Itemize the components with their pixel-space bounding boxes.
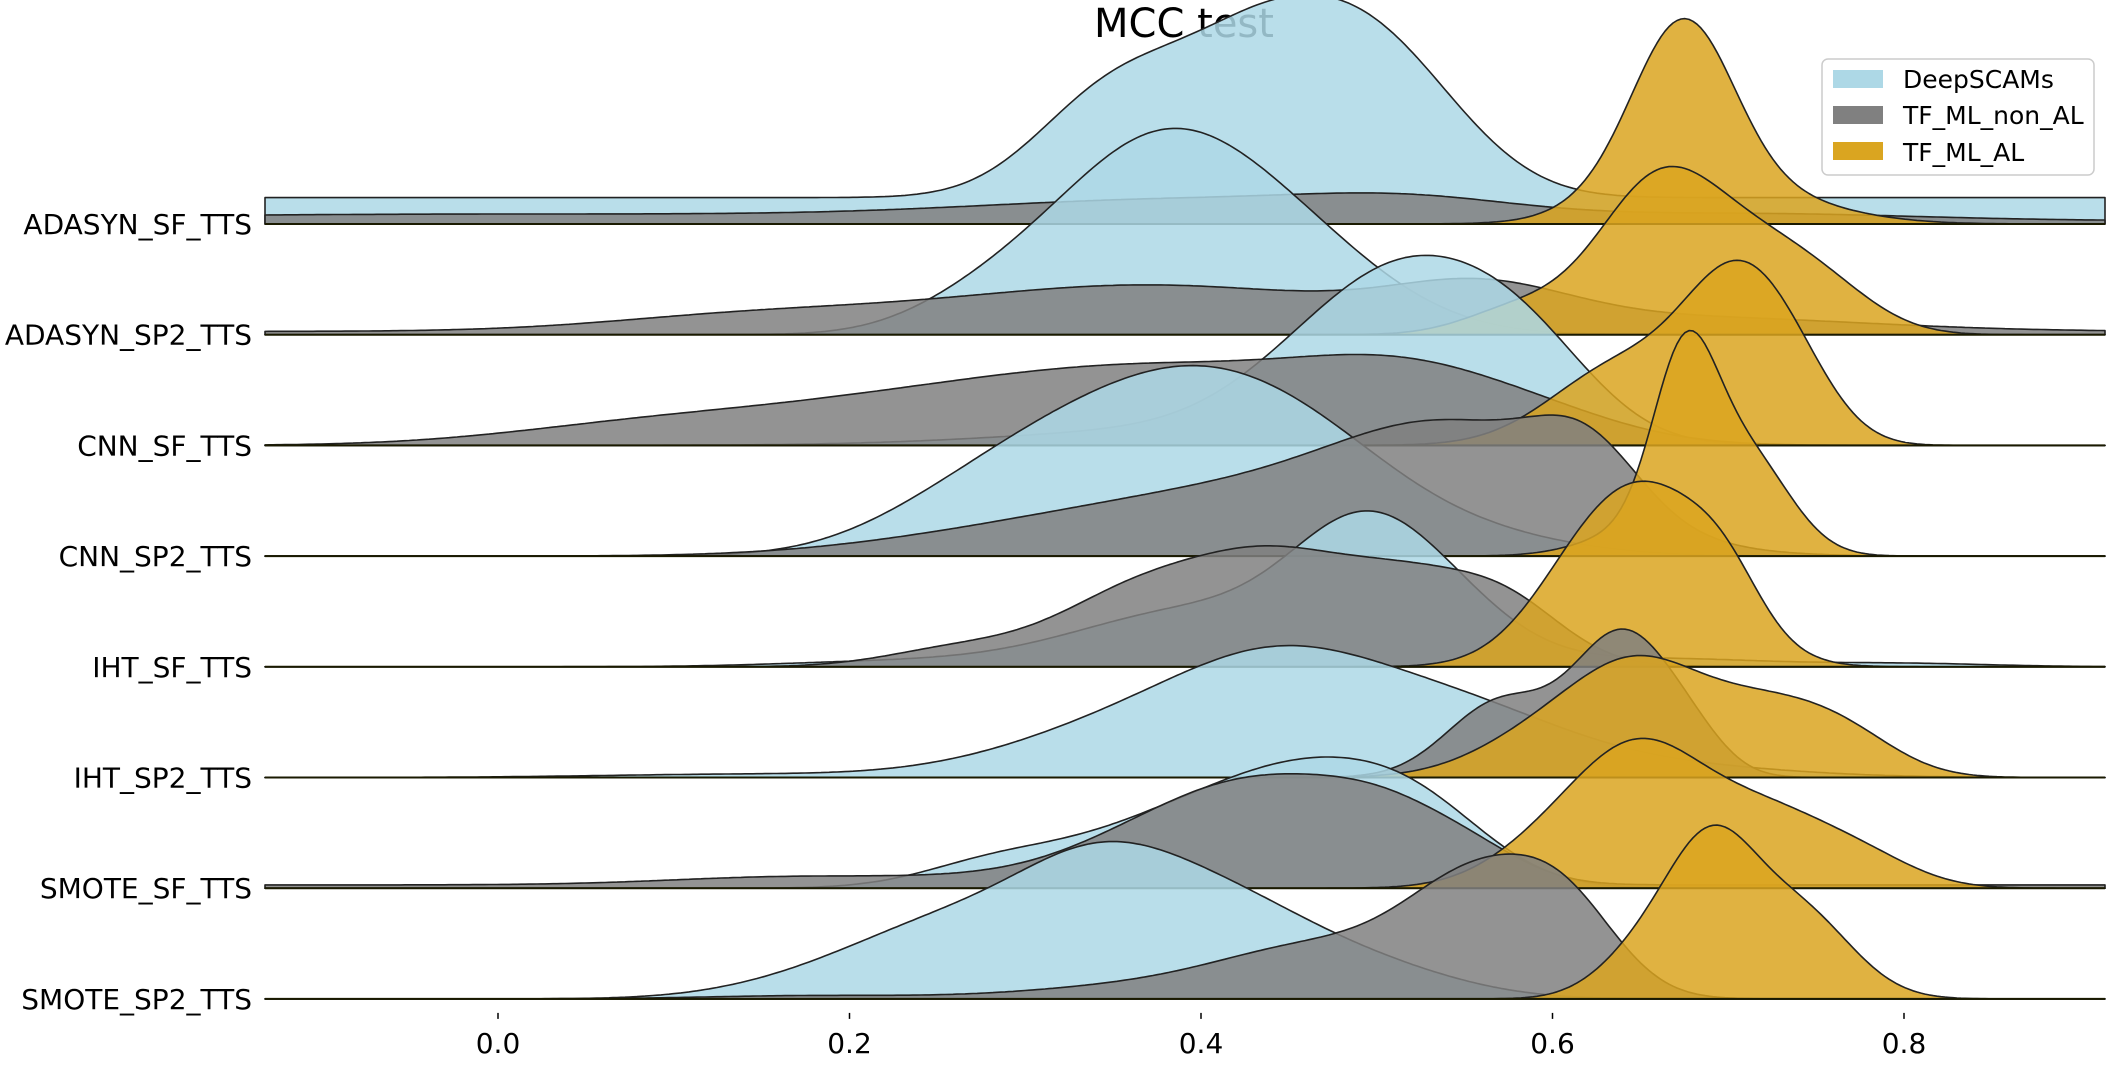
ridge-row-adasyn-sp2-tts: ADASYN_SP2_TTS	[5, 127, 2106, 352]
row-label-smote-sf-tts: SMOTE_SF_TTS	[40, 872, 252, 905]
legend-frame	[1821, 58, 2095, 176]
x-tick-label: 0.6	[1530, 1027, 1575, 1060]
legend: DeepSCAMs TF_ML_non_AL TF_ML_AL	[1821, 58, 2095, 176]
legend-swatch-tf-ml-al	[1833, 142, 1883, 160]
row-label-adasyn-sp2-tts: ADASYN_SP2_TTS	[5, 319, 252, 352]
row-label-smote-sp2-tts: SMOTE_SP2_TTS	[21, 983, 252, 1016]
x-tick-label: 0.8	[1882, 1027, 1927, 1060]
ridge-row-smote-sf-tts: SMOTE_SF_TTS	[40, 737, 2106, 905]
legend-label-tf-ml-al: TF_ML_AL	[1902, 138, 2024, 167]
ridge-row-iht-sf-tts: IHT_SF_TTS	[92, 480, 2106, 684]
density-tf-ml-non-al-iht-sf-tts	[264, 545, 2106, 668]
legend-label-deepscams: DeepSCAMs	[1903, 65, 2054, 94]
legend-swatch-tf-ml-non-al	[1833, 106, 1883, 124]
row-label-adasyn-sf-tts: ADASYN_SF_TTS	[23, 208, 252, 241]
row-label-iht-sp2-tts: IHT_SP2_TTS	[74, 762, 252, 795]
x-tick-label: 0.2	[827, 1027, 872, 1060]
row-label-cnn-sf-tts: CNN_SF_TTS	[77, 429, 252, 462]
row-label-cnn-sp2-tts: CNN_SP2_TTS	[59, 540, 252, 573]
legend-label-tf-ml-non-al: TF_ML_non_AL	[1902, 101, 2084, 130]
legend-swatch-deepscams	[1833, 70, 1883, 88]
row-label-iht-sf-tts: IHT_SF_TTS	[92, 651, 252, 684]
ridges: ADASYN_SF_TTS ADASYN_SP2_TTS CNN_SF_TTS CNN…	[5, 0, 2106, 1016]
x-tick-label: 0.0	[476, 1027, 521, 1060]
x-tick-label: 0.4	[1179, 1027, 1224, 1060]
ridge-row-smote-sp2-tts: SMOTE_SP2_TTS	[21, 824, 2106, 1016]
x-axis: 0.0 0.2 0.4 0.6 0.8	[476, 1012, 1927, 1060]
